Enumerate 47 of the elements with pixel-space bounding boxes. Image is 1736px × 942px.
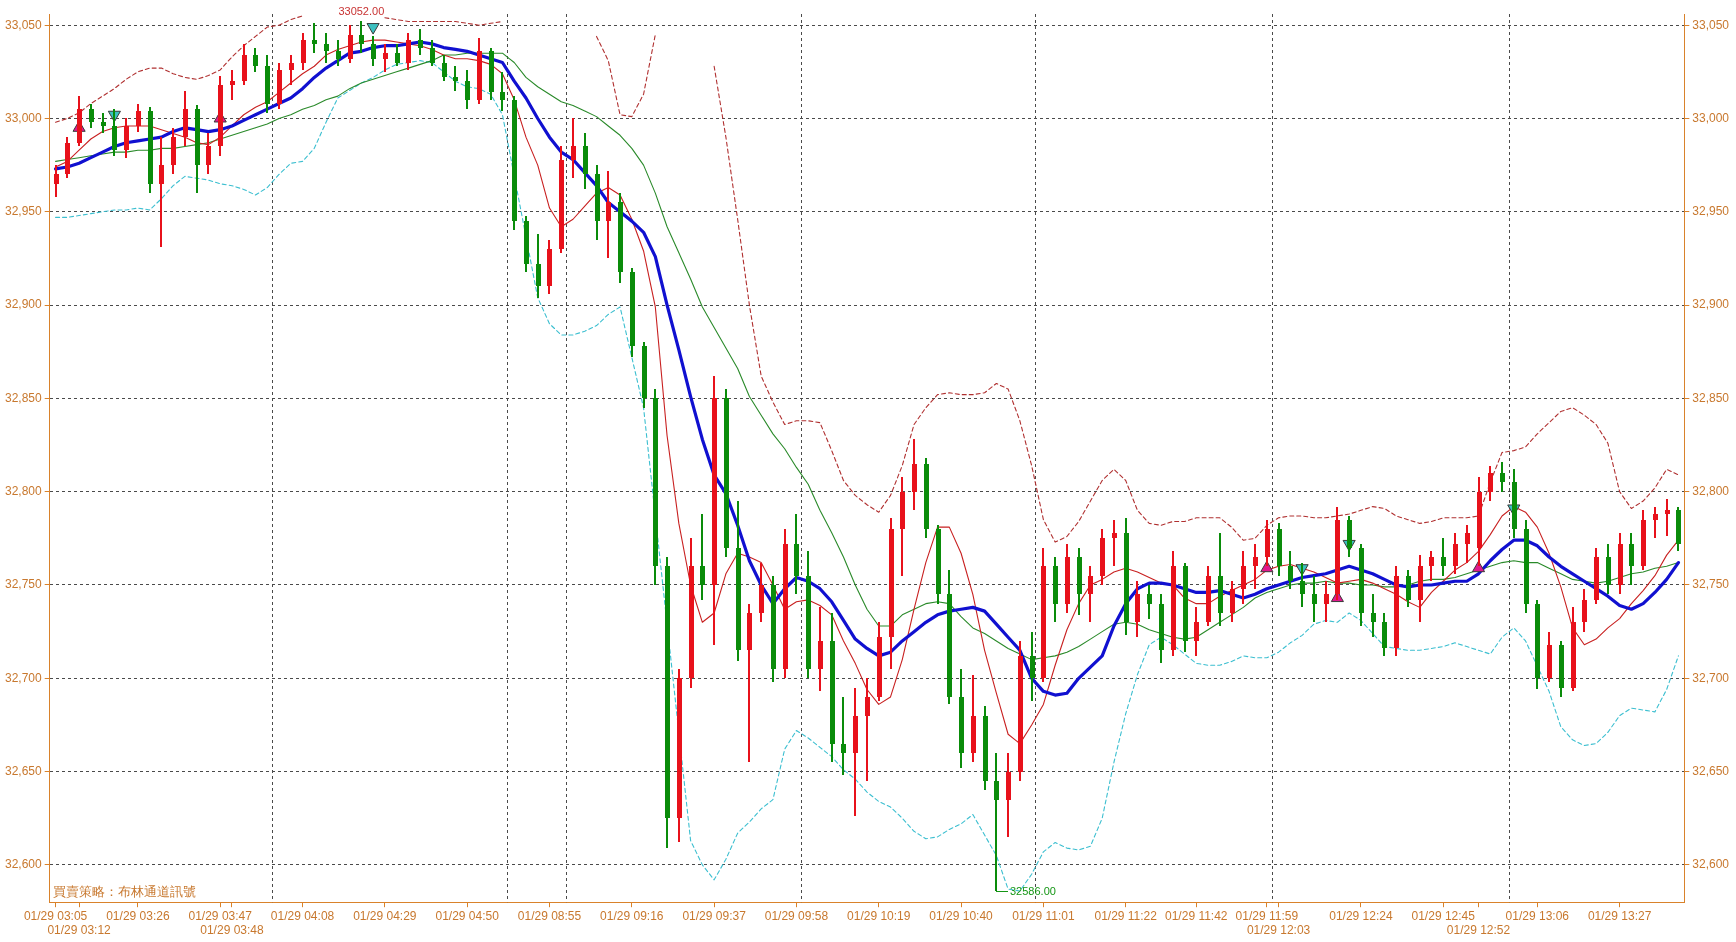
x-tick-label: 01/29 04:50 [435, 908, 500, 923]
x-tick-label: 01/29 12:03 [1246, 923, 1311, 938]
x-tick-label: 01/29 04:29 [353, 908, 417, 923]
y-tick-label: 32,850 [5, 390, 43, 405]
y2-tick-label: 33,000 [1692, 110, 1730, 125]
x-tick-label: 01/29 08:55 [517, 908, 582, 923]
y2-tick-label: 32,900 [1692, 297, 1730, 312]
y2-tick-label: 32,750 [1692, 577, 1730, 592]
y2-tick-label: 32,850 [1692, 390, 1730, 405]
x-tick-label: 01/29 03:26 [106, 908, 170, 923]
x-tick-label: 01/29 13:06 [1505, 908, 1570, 923]
x-tick-label: 01/29 12:45 [1411, 908, 1476, 923]
x-tick-label: 01/29 10:40 [929, 908, 994, 923]
y-tick-label: 33,000 [5, 110, 43, 125]
x-tick-label: 01/29 10:19 [847, 908, 911, 923]
y2-tick-label: 33,050 [1692, 17, 1730, 32]
x-tick-label: 01/29 11:22 [1094, 908, 1158, 923]
x-tick-label: 01/29 09:58 [764, 908, 829, 923]
y-tick-label: 32,600 [5, 857, 43, 872]
y2-tick-label: 32,650 [1692, 763, 1730, 778]
x-tick-label: 01/29 11:59 [1235, 908, 1299, 923]
y2-tick-label: 32,700 [1692, 670, 1730, 685]
y-tick-label: 32,900 [5, 297, 43, 312]
annotation: 32586.00 [1010, 884, 1056, 897]
x-tick-label: 01/29 09:37 [682, 908, 747, 923]
y-tick-label: 32,800 [5, 484, 43, 498]
x-tick-label: 01/29 04:08 [270, 908, 335, 923]
x-tick-label: 01/29 09:16 [600, 908, 664, 923]
y2-tick-label: 32,600 [1692, 857, 1730, 872]
x-tick-label: 01/29 13:27 [1587, 908, 1652, 923]
y2-tick-label: 32,950 [1692, 204, 1730, 219]
y-tick-label: 32,700 [5, 670, 43, 685]
x-tick-label: 01/29 11:42 [1165, 908, 1228, 923]
y-tick-label: 32,650 [5, 763, 43, 778]
annotation: 33052.00 [338, 5, 385, 17]
y-tick-label: 32,750 [5, 577, 43, 592]
x-tick-label: 01/29 03:12 [47, 923, 112, 938]
y2-tick-label: 32,800 [1692, 484, 1730, 498]
x-tick-label: 01/29 03:48 [200, 923, 264, 938]
y-tick-label: 32,950 [5, 204, 43, 219]
x-tick-label: 01/29 12:52 [1446, 923, 1511, 938]
annotation: 買賣策略：布林通道訊號 [52, 884, 196, 900]
x-tick-label: 01/29 03:47 [188, 908, 253, 923]
y-tick-label: 33,050 [5, 17, 43, 32]
x-tick-label: 01/29 03:05 [23, 908, 88, 923]
x-tick-label: 01/29 12:24 [1329, 908, 1393, 923]
x-tick-label: 01/29 11:01 [1012, 908, 1075, 923]
